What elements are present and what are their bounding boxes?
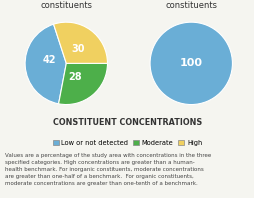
Wedge shape xyxy=(25,24,66,104)
Wedge shape xyxy=(149,22,232,105)
Legend: Low or not detected, Moderate, High: Low or not detected, Moderate, High xyxy=(53,140,201,146)
Text: 30: 30 xyxy=(71,44,84,54)
Text: CONSTITUENT CONCENTRATIONS: CONSTITUENT CONCENTRATIONS xyxy=(53,118,201,127)
Wedge shape xyxy=(58,63,107,105)
Text: 100: 100 xyxy=(179,58,202,68)
Text: 42: 42 xyxy=(43,55,56,65)
Title: Inorganic
constituents: Inorganic constituents xyxy=(40,0,92,10)
Wedge shape xyxy=(53,22,107,63)
Title: Organic
constituents: Organic constituents xyxy=(165,0,216,10)
Text: 28: 28 xyxy=(68,71,82,82)
Text: Values are a percentage of the study area with concentrations in the three
speci: Values are a percentage of the study are… xyxy=(5,153,211,186)
